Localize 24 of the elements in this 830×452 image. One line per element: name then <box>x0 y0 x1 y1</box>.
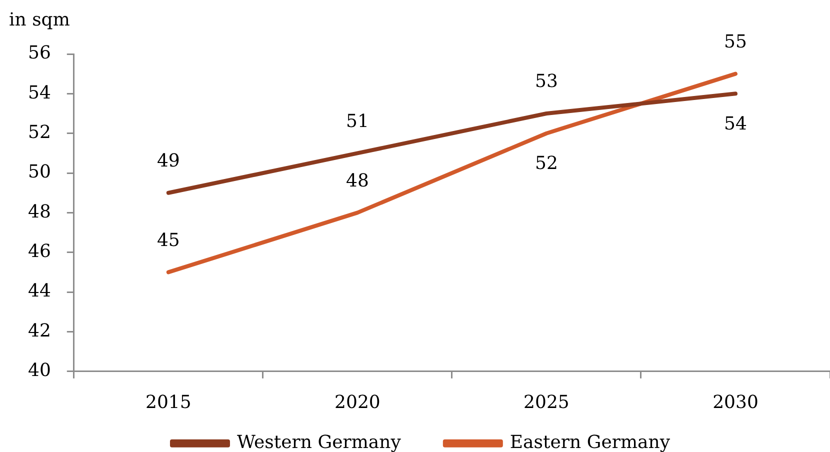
y-tick-label: 56 <box>28 42 51 64</box>
y-axis-title: in sqm <box>9 10 70 31</box>
x-tick-label: 2015 <box>146 392 192 413</box>
y-tick-label: 44 <box>28 280 51 302</box>
y-tick-label: 54 <box>28 82 51 104</box>
x-tick-label: 2020 <box>334 392 380 413</box>
data-label: 54 <box>724 113 747 134</box>
y-tick-label: 48 <box>28 201 51 222</box>
y-tick-label: 46 <box>28 241 51 262</box>
y-tick-label: 50 <box>28 162 51 183</box>
data-label: 49 <box>156 150 180 172</box>
data-label: 52 <box>535 153 558 174</box>
y-tick-label: 40 <box>28 360 51 382</box>
legend-label: Eastern Germany <box>510 432 671 452</box>
data-label: 51 <box>346 110 369 132</box>
legend-label: Western Germany <box>236 432 402 452</box>
data-label: 45 <box>156 230 180 251</box>
data-label: 48 <box>346 170 369 192</box>
y-tick-label: 52 <box>28 122 51 144</box>
y-tick-label: 42 <box>28 320 51 342</box>
data-label: 53 <box>535 71 558 92</box>
x-tick-label: 2030 <box>712 392 758 413</box>
data-label: 55 <box>724 32 747 53</box>
x-tick-label: 2025 <box>524 392 570 413</box>
